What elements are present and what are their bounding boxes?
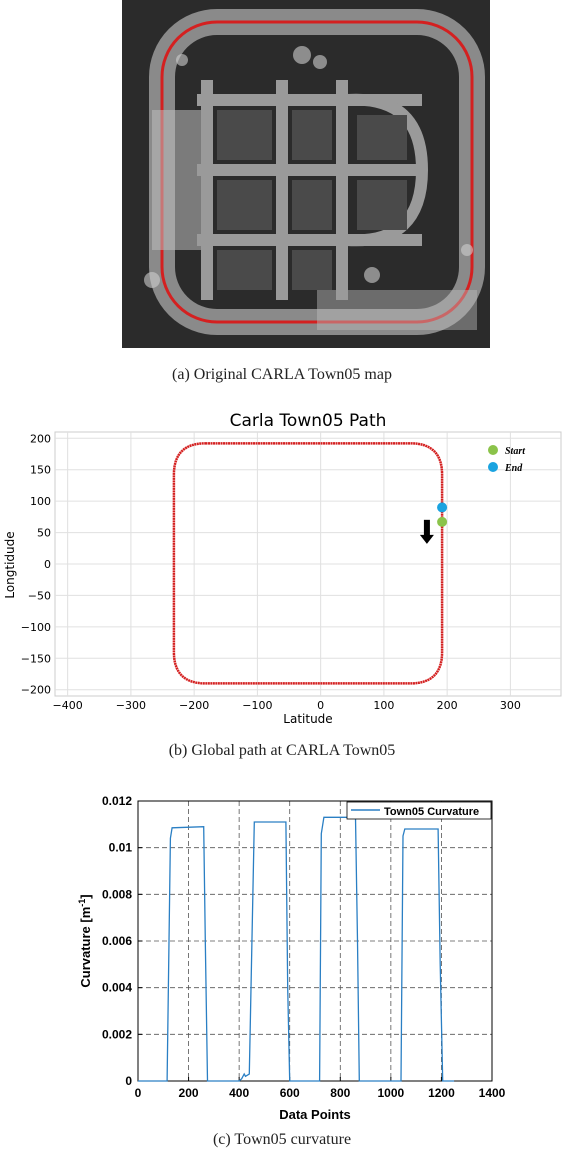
- caption-c: (c) Town05 curvature: [212, 1131, 352, 1148]
- path-y-ticks: −200 −150 −100 −50 0 50 100 150 200: [21, 432, 51, 696]
- caption-b: (b) Global path at CARLA Town05: [168, 742, 396, 759]
- curvature-y-tick-label: 0.006: [102, 934, 132, 948]
- curvature-legend-box: [346, 801, 492, 820]
- path-x-tick-label: −200: [179, 699, 209, 712]
- start-marker: [437, 516, 448, 527]
- path-x-axis-label: Latitude: [283, 712, 332, 726]
- map-curved-road: [346, 93, 429, 247]
- path-y-tick-label: 0: [44, 558, 51, 571]
- path-y-axis-label: Longtidude: [3, 531, 17, 598]
- curvature-series-line: [138, 816, 455, 1082]
- curvature-x-tick-label: 1200: [428, 1086, 455, 1100]
- path-y-tick-label: 200: [30, 432, 51, 445]
- curvature-legend: Town05 Curvature: [346, 801, 492, 820]
- curvature-x-tick-label: 0: [135, 1086, 142, 1100]
- path-x-tick-label: 100: [373, 699, 394, 712]
- path-x-tick-label: −100: [242, 699, 272, 712]
- curvature-chart: 0 200 400 600 800 1000 1200 1400 0 0.002 0.004 0.0…: [77, 794, 506, 1122]
- path-y-tick-label: 100: [30, 495, 51, 508]
- legend-end-swatch: [488, 462, 498, 472]
- arrow-head: [419, 534, 434, 544]
- curvature-y-ticks: 0 0.002 0.004 0.006 0.008 0.01 0.012: [102, 794, 142, 1088]
- curvature-y-tick-label: 0.012: [102, 794, 132, 808]
- path-grid: [55, 432, 561, 696]
- curvature-x-tick-label: 1400: [479, 1086, 506, 1100]
- direction-arrow-icon: [419, 519, 434, 544]
- path-chart-title: Carla Town05 Path: [230, 411, 387, 431]
- path-x-tick-label: 200: [437, 699, 458, 712]
- path-legend: Start End: [488, 445, 526, 474]
- path-x-tick-label: −400: [53, 699, 83, 712]
- path-y-tick-label: 150: [30, 464, 51, 477]
- curvature-y-tick-label: 0.008: [102, 887, 132, 901]
- curvature-x-ticks: 0 200 400 600 800 1000 1200 1400: [135, 1077, 506, 1100]
- town05-map-drawing: [122, 0, 490, 348]
- path-chart-panel: −400 −300 −200 −100 0 100 200 300 −200 −150 −100−…: [0, 405, 564, 735]
- path-y-tick-label: −150: [21, 652, 51, 665]
- curvature-x-axis-label: Data Points: [279, 1107, 351, 1122]
- path-y-tick-label: −50: [28, 589, 51, 602]
- curvature-x-tick-label: 200: [179, 1086, 199, 1100]
- curvature-y-axis-label: Curvature [m-1]: [77, 894, 93, 987]
- curvature-x-tick-label: 800: [330, 1086, 350, 1100]
- path-series-line: [172, 442, 444, 685]
- legend-start-label: Start: [505, 446, 526, 457]
- curvature-y-tick-label: 0.01: [109, 841, 133, 855]
- path-y-tick-label: −200: [21, 684, 51, 697]
- path-x-tick-label: 0: [317, 699, 324, 712]
- legend-end-label: End: [504, 463, 523, 474]
- path-x-tick-label: 300: [500, 699, 521, 712]
- caption-a: (a) Original CARLA Town05 map: [172, 366, 392, 383]
- curvature-chart-panel: 0 200 400 600 800 1000 1200 1400 0 0.002 0.004 0.0…: [0, 790, 564, 1125]
- arrow-shaft: [423, 519, 430, 536]
- curvature-x-tick-label: 400: [229, 1086, 249, 1100]
- end-marker: [437, 502, 448, 513]
- curvature-y-tick-label: 0.004: [102, 981, 132, 995]
- curvature-y-tick-label: 0: [125, 1074, 132, 1088]
- town05-map-image: [122, 0, 490, 348]
- path-x-tick-label: −300: [116, 699, 146, 712]
- legend-start-swatch: [488, 445, 498, 455]
- path-x-ticks: −400 −300 −200 −100 0 100 200 300: [53, 699, 521, 712]
- curvature-y-tick-label: 0.002: [102, 1027, 132, 1041]
- map-trees: [144, 46, 473, 288]
- path-chart: −400 −300 −200 −100 0 100 200 300 −200−150−100−…: [3, 411, 562, 726]
- map-buildings: [217, 110, 407, 290]
- path-y-tick-label: 50: [37, 527, 51, 540]
- curvature-x-tick-label: 600: [280, 1086, 300, 1100]
- path-y-tick-label: −100: [21, 621, 51, 634]
- curvature-x-tick-label: 1000: [378, 1086, 405, 1100]
- curvature-legend-label: Town05 Curvature: [384, 806, 479, 818]
